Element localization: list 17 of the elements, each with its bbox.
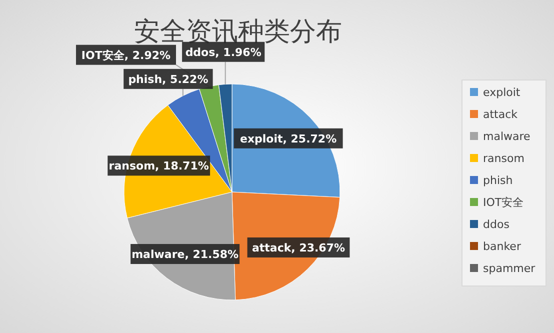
legend-label: banker	[483, 240, 522, 253]
legend-label: ransom	[483, 152, 524, 165]
chart-title: 安全资讯种类分布	[134, 17, 342, 47]
data-label: ransom, 18.71%	[108, 160, 209, 173]
data-label: IOT安全, 2.92%	[81, 48, 171, 62]
legend-label: exploit	[483, 86, 521, 99]
data-label: phish, 5.22%	[128, 72, 208, 86]
legend-label: spammer	[483, 262, 536, 275]
legend-label: attack	[483, 108, 518, 121]
legend-label: phish	[483, 174, 513, 187]
data-label: ddos, 1.96%	[185, 46, 262, 59]
data-label: attack, 23.67%	[252, 241, 346, 254]
legend-label: IOT安全	[483, 196, 524, 209]
legend-label: malware	[483, 130, 531, 143]
legend-label: ddos	[483, 218, 510, 231]
data-label: exploit, 25.72%	[240, 132, 337, 146]
data-label: malware, 21.58%	[132, 248, 239, 261]
